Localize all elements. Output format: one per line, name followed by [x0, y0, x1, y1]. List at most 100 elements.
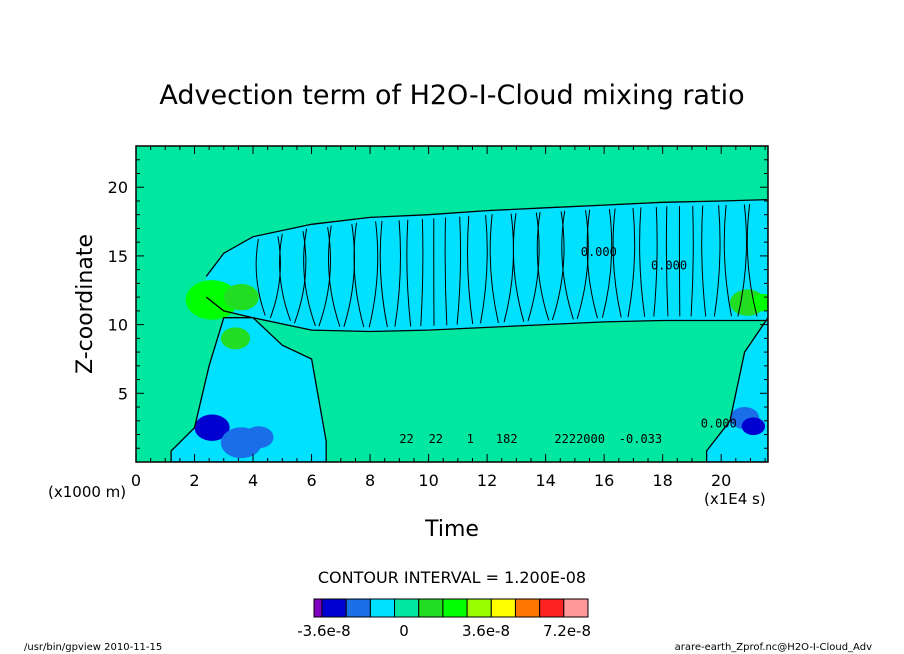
contour-label-5: -0.033	[619, 432, 662, 446]
lower-cloud-contour	[170, 317, 327, 462]
y-tick-label-2: 15	[108, 247, 128, 266]
colorbar-swatch-4	[394, 598, 420, 618]
striation-contour-12	[406, 219, 412, 327]
x-tick-label-6: 12	[477, 471, 497, 490]
hotspot-1	[185, 280, 239, 320]
striation-contour-40	[746, 204, 758, 317]
x-unit-label: (x1E4 s)	[704, 490, 766, 508]
striation-contour-20	[503, 213, 514, 323]
striation-contour-16	[456, 216, 462, 325]
y-tick-label-3: 20	[108, 178, 128, 197]
colorbar-swatch-1	[321, 598, 347, 618]
striation-contour-17	[467, 215, 474, 325]
y-axis-label: Z-coordinate	[73, 234, 98, 374]
hotspot-3	[220, 327, 251, 350]
colorbar-label-3: 7.2e-8	[543, 622, 591, 640]
x-tick-label-1: 2	[189, 471, 199, 490]
x-tick-label-4: 8	[365, 471, 375, 490]
striation-contour-7	[343, 224, 355, 327]
colorbar-label-1: 0	[399, 622, 409, 640]
colorbar-label-0: -3.6e-8	[297, 622, 350, 640]
cloud-base-contour	[205, 296, 768, 333]
striation-contour-32	[653, 206, 658, 317]
chart-title: Advection term of H2O-I-Cloud mixing rat…	[159, 80, 744, 111]
striation-contour-19	[489, 214, 499, 324]
footer-left: /usr/bin/gpview 2010-11-15	[24, 642, 162, 653]
footer-right: arare-earth_Zprof.nc@H2O-I-Cloud_Adv	[675, 642, 872, 653]
striation-contour-29	[612, 208, 622, 318]
x-tick-label-10: 20	[711, 471, 731, 490]
x-tick-label-7: 14	[535, 471, 555, 490]
striation-contour-31	[639, 207, 646, 317]
colorbar-swatch-0	[313, 598, 323, 618]
x-tick-label-0: 0	[131, 471, 141, 490]
hotspot-10	[741, 417, 766, 436]
cloud-top-contour	[205, 198, 768, 277]
striation-contour-28	[601, 209, 613, 318]
colorbar-swatch-2	[345, 598, 371, 618]
right-cloud-contour	[705, 316, 768, 462]
colorbar-label-2: 3.6e-8	[462, 622, 510, 640]
striation-contour-39	[737, 204, 747, 317]
plot-area: 22 22 1 182 2222000 -0.033 0.000 0.000 0.000	[136, 146, 768, 462]
colorbar-swatch-6	[442, 598, 468, 618]
x-tick-label-5: 10	[418, 471, 438, 490]
colorbar	[313, 598, 589, 618]
colorbar-swatch-9	[514, 598, 541, 618]
striation-contour-35	[690, 205, 694, 317]
striation-contour-33	[665, 206, 669, 317]
striation-contour-0	[255, 238, 266, 316]
striation-contour-23	[536, 211, 550, 321]
x-tick-label-3: 6	[306, 471, 316, 490]
plot-frame	[135, 145, 769, 463]
y-tick-label-0: 5	[118, 384, 128, 403]
striation-contour-15	[444, 217, 448, 326]
y-unit-label: (x1000 m)	[48, 483, 126, 501]
y-axis: 5 10 15 20	[108, 159, 768, 449]
striation-contour-25	[561, 210, 574, 320]
striation-contour-8	[353, 222, 365, 328]
striation-contour-4	[303, 228, 316, 327]
striation-contour-9	[368, 221, 379, 328]
striation-contour-37	[713, 205, 721, 317]
contour-label-4: 2222000	[554, 432, 605, 446]
contour-label-3: 182	[496, 432, 518, 446]
striation-contour-27	[586, 209, 598, 319]
contour-label-7: 0.000	[651, 259, 687, 273]
striation-contour-10	[379, 220, 388, 328]
striation-contour-6	[328, 225, 341, 327]
hotspot-6	[244, 426, 274, 449]
hotspot-2	[223, 283, 259, 311]
contour-interval-text: CONTOUR INTERVAL = 1.200E-08	[318, 568, 586, 587]
colorbar-swatch-8	[490, 598, 516, 618]
x-axis-label: Time	[424, 517, 479, 542]
colorbar-swatch-5	[418, 598, 444, 618]
contour-line-layer	[170, 198, 768, 462]
contour-label-1: 22	[429, 432, 443, 446]
contour-label-layer: 22 22 1 182 2222000 -0.033 0.000 0.000 0.000	[399, 245, 736, 446]
colorbar-swatch-11	[563, 598, 589, 618]
striation-contour-21	[512, 213, 525, 322]
colorbar-swatch-3	[369, 598, 396, 618]
striation-contour-36	[701, 205, 707, 317]
x-tick-label-9: 18	[652, 471, 672, 490]
contour-label-0: 22	[399, 432, 413, 446]
contour-label-8: 0.000	[701, 417, 737, 431]
colorbar-swatch-10	[539, 598, 565, 618]
y-tick-label-1: 10	[108, 316, 128, 335]
striation-contour-18	[480, 214, 488, 324]
contour-label-6: 0.000	[581, 245, 617, 259]
striation-contour-2	[279, 233, 291, 321]
striation-contour-38	[723, 204, 732, 317]
colorbar-swatch-7	[466, 598, 492, 618]
striation-contour-30	[627, 207, 636, 318]
colorbar-labels: -3.6e-8 0 3.6e-8 7.2e-8	[297, 622, 591, 640]
hotspot-4	[194, 414, 230, 441]
x-axis: 0 2 4 6 8 10 12 14 16 18 20	[131, 146, 766, 490]
striation-contour-11	[394, 220, 401, 327]
x-tick-label-8: 16	[594, 471, 614, 490]
striation-contour-13	[420, 219, 424, 327]
contour-label-2: 1	[467, 432, 474, 446]
x-tick-label-2: 4	[248, 471, 258, 490]
